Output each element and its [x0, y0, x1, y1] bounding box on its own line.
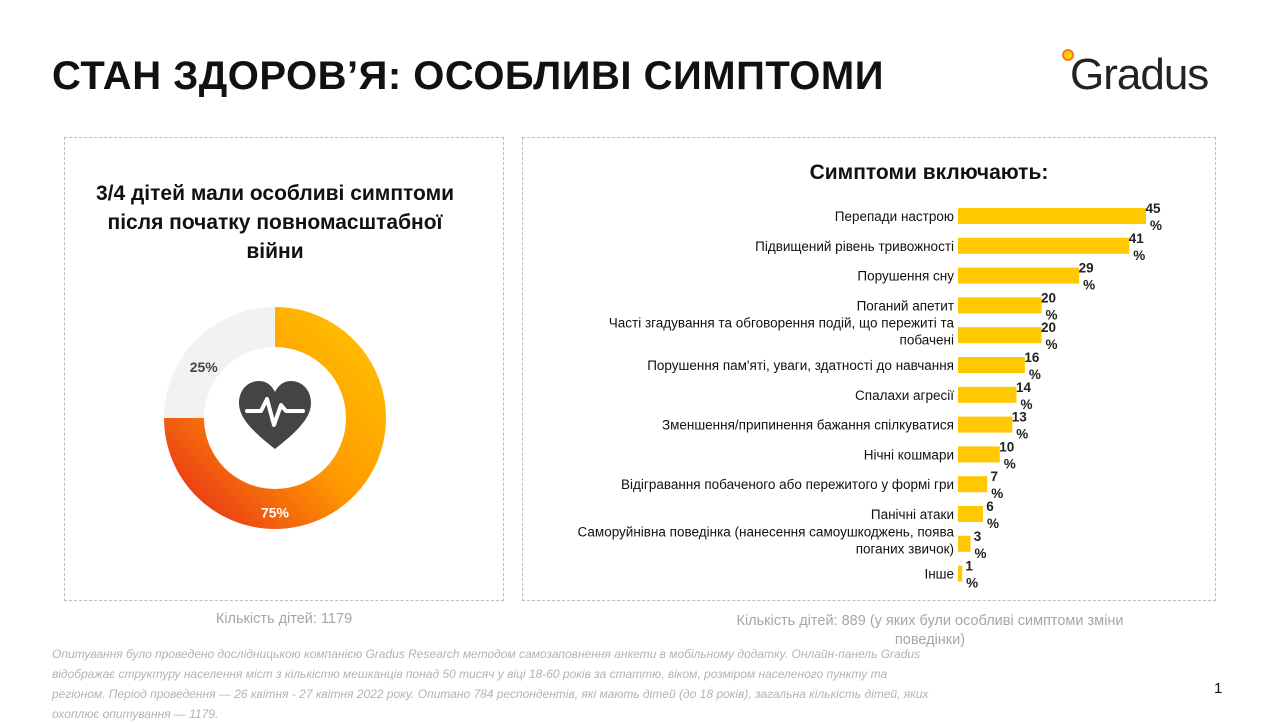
bar-label-12: Саморуйнівна поведінка (нанесення самоуш… — [578, 524, 955, 556]
bar-value-10: 7% — [990, 469, 1003, 501]
bar-10 — [958, 476, 988, 493]
bar-value-2: 41% — [1129, 231, 1146, 263]
bar-label-1: Перепади настрою — [835, 209, 954, 224]
bar-value-3: 29% — [1079, 261, 1096, 293]
bar-panel — [522, 137, 1216, 601]
bar-7 — [958, 386, 1017, 403]
donut-slice-75 — [164, 307, 386, 529]
bar-label-10: Відігравання побаченого або пережитого у… — [621, 477, 954, 492]
bar-value-7: 14% — [1016, 380, 1033, 412]
bar-12 — [958, 535, 971, 552]
bar-label-2: Підвищений рівень тривожності — [755, 239, 954, 254]
bar-label-13: Інше — [924, 567, 954, 582]
donut-count: Кількість дітей: 1179 — [215, 611, 353, 627]
bar-9 — [958, 446, 1000, 463]
logo-dot-icon — [1062, 49, 1074, 61]
bar-label-9: Нічні кошмари — [864, 447, 954, 462]
bar-4 — [958, 297, 1042, 314]
bar-label-5: Часті згадування та обговорення подій, щ… — [609, 316, 955, 348]
bar-8 — [958, 416, 1013, 433]
bar-count: Кількість дітей: 889 (у яких були особли… — [736, 613, 1124, 648]
footnote: Опитування було проведено дослідницькою … — [52, 647, 929, 721]
gradus-logo: Gradus — [1062, 48, 1232, 100]
bar-value-6: 16% — [1024, 350, 1041, 382]
bar-label-11: Панічні атаки — [871, 507, 954, 522]
bar-value-4: 20% — [1041, 290, 1058, 322]
page-number: 1 — [1214, 680, 1223, 697]
bar-6 — [958, 357, 1025, 373]
donut-label-75: 75% — [261, 505, 290, 521]
bar-5 — [958, 327, 1042, 344]
bar-label-4: Поганий апетит — [857, 298, 954, 313]
bar-value-12: 3% — [974, 529, 987, 561]
bar-label-6: Порушення пам'яті, уваги, здатності до н… — [647, 358, 954, 373]
logo-text: Gradus — [1070, 50, 1209, 99]
heart-pulse-icon — [239, 381, 311, 449]
bar-value-8: 13% — [1012, 410, 1029, 442]
bar-label-8: Зменшення/припинення бажання спілкуватис… — [662, 418, 954, 433]
donut-chart: 75% 25% — [164, 307, 386, 529]
donut-panel — [64, 137, 504, 601]
bar-value-9: 10% — [999, 439, 1016, 471]
donut-heading: 3/4 дітей мали особливі симптоми після п… — [95, 182, 455, 263]
bar-value-13: 1% — [965, 559, 978, 591]
donut-label-25: 25% — [190, 359, 219, 375]
bar-11 — [958, 506, 984, 522]
bar-value-5: 20% — [1041, 320, 1058, 352]
bar-label-7: Спалахи агресії — [855, 388, 954, 403]
bar-chart: Перепади настрою 45 % Підвищений рівень три… — [578, 201, 1163, 591]
bar-2 — [958, 237, 1130, 254]
bar-1 — [958, 208, 1146, 224]
bar-value-1: 45% — [1145, 201, 1162, 233]
bar-3 — [958, 267, 1080, 284]
bar-label-3: Порушення сну — [857, 269, 954, 284]
bar-value-11: 6% — [986, 499, 999, 531]
bar-chart-heading: Симптоми включають: — [809, 161, 1049, 184]
page-title: СТАН ЗДОРОВ’Я: ОСОБЛИВІ СИМПТОМИ — [52, 54, 884, 98]
donut-slice-25 — [164, 307, 275, 418]
bar-13 — [958, 565, 963, 582]
